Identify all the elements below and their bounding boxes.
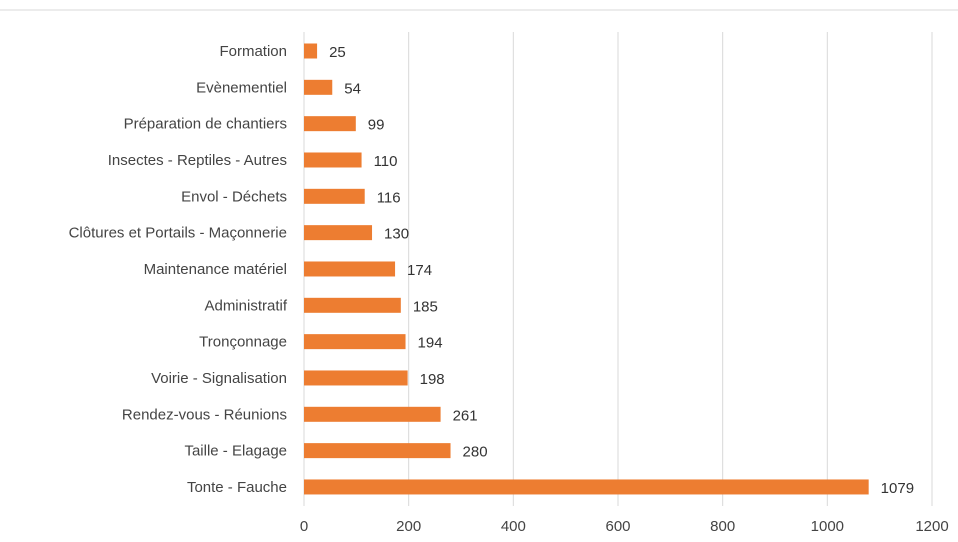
bar xyxy=(304,334,406,350)
data-label: 1079 xyxy=(881,480,914,497)
data-label: 174 xyxy=(407,262,432,279)
bar xyxy=(304,79,333,95)
bar xyxy=(304,261,396,277)
data-label: 198 xyxy=(420,371,445,388)
category-label: Administratif xyxy=(204,297,287,314)
x-tick-label: 800 xyxy=(710,518,735,535)
x-tick-label: 1200 xyxy=(915,518,948,535)
data-label: 110 xyxy=(374,153,398,170)
bars xyxy=(304,43,869,495)
bar xyxy=(304,370,408,386)
category-label: Envol - Déchets xyxy=(181,188,287,205)
bar xyxy=(304,406,441,422)
category-label: Tronçonnage xyxy=(199,334,287,351)
data-label: 280 xyxy=(463,444,488,461)
category-label: Tonte - Fauche xyxy=(187,479,287,496)
bar xyxy=(304,188,365,204)
category-labels: Formation Evènementiel Préparation de chan… xyxy=(69,43,288,496)
x-tick-label: 200 xyxy=(396,518,421,535)
data-label: 116 xyxy=(377,189,401,206)
x-tick-label: 1000 xyxy=(811,518,844,535)
category-label: Maintenance matériel xyxy=(144,261,287,278)
x-tick-label: 600 xyxy=(605,518,630,535)
bar xyxy=(304,479,869,495)
category-label: Rendez-vous - Réunions xyxy=(122,406,287,423)
category-label: Insectes - Reptiles - Autres xyxy=(108,152,287,169)
bar xyxy=(304,116,356,132)
gridlines xyxy=(303,32,933,506)
bar xyxy=(304,297,401,313)
category-label: Formation xyxy=(219,43,287,60)
bar xyxy=(304,152,362,168)
data-label: 261 xyxy=(453,407,478,424)
category-label: Préparation de chantiers xyxy=(124,116,287,133)
data-label: 54 xyxy=(344,80,361,97)
data-labels: 25 54 99 110 116 130 174 185 194 198 261 280 1079 xyxy=(329,44,914,497)
x-tick-label: 400 xyxy=(501,518,526,535)
x-tick-label: 0 xyxy=(300,518,308,535)
x-axis-ticks: 0 200 400 600 800 1000 1200 xyxy=(300,518,949,535)
category-label: Taille - Elagage xyxy=(184,443,287,460)
data-label: 194 xyxy=(418,335,443,352)
category-label: Clôtures et Portails - Maçonnerie xyxy=(69,225,287,242)
bar xyxy=(304,43,318,59)
data-label: 185 xyxy=(413,298,438,315)
data-label: 25 xyxy=(329,44,346,61)
data-label: 130 xyxy=(384,226,409,243)
category-label: Evènementiel xyxy=(196,79,287,96)
bar xyxy=(304,443,451,459)
category-label: Voirie - Signalisation xyxy=(151,370,287,387)
data-label: 99 xyxy=(368,117,385,134)
bar xyxy=(304,225,373,241)
